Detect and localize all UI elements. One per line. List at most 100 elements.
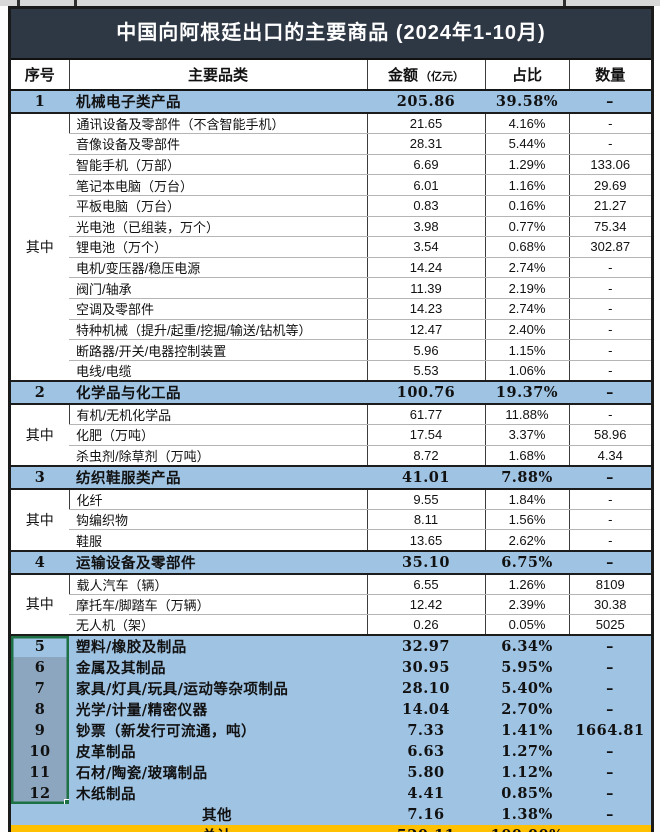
category-cell[interactable]: 鞋服 xyxy=(69,529,367,552)
amount-cell[interactable]: 14.24 xyxy=(366,257,485,279)
category-cell[interactable]: 平板电脑（万台） xyxy=(69,195,367,217)
amount-cell[interactable]: 6.55 xyxy=(366,573,485,595)
share-cell[interactable]: 5.40% xyxy=(485,678,569,700)
amount-cell[interactable]: 8.11 xyxy=(366,509,485,531)
category-cell[interactable]: 总计 xyxy=(69,825,367,832)
category-cell[interactable]: 断路器/开关/电器控制装置 xyxy=(69,339,367,361)
category-cell[interactable]: 钩编织物 xyxy=(69,509,367,531)
seq-cell[interactable]: 4 xyxy=(11,549,69,575)
quantity-cell[interactable]: 75.34 xyxy=(568,216,651,238)
amount-cell[interactable]: 0.83 xyxy=(366,195,485,217)
amount-cell[interactable]: 7.16 xyxy=(367,804,485,826)
amount-cell[interactable]: 28.31 xyxy=(366,133,485,155)
quantity-cell[interactable]: - xyxy=(568,257,651,279)
share-cell[interactable]: 2.62% xyxy=(484,529,569,552)
share-cell[interactable]: 1.56% xyxy=(484,509,569,531)
category-cell[interactable]: 通讯设备及零部件（不含智能手机） xyxy=(68,113,367,135)
quantity-cell[interactable]: 302.87 xyxy=(568,236,651,258)
seq-cell[interactable]: 3 xyxy=(11,464,69,490)
share-cell[interactable]: 2.39% xyxy=(484,594,569,616)
category-cell[interactable]: 阀门/轴承 xyxy=(69,277,367,299)
category-cell[interactable]: 家具/灯具/玩具/运动等杂项制品 xyxy=(69,678,367,700)
category-cell[interactable]: 运输设备及零部件 xyxy=(69,549,367,575)
group-label-cell[interactable]: 其中 xyxy=(11,573,69,636)
category-cell[interactable]: 其他 xyxy=(69,804,367,826)
amount-cell[interactable]: 6.63 xyxy=(367,741,485,763)
share-cell[interactable]: 1.84% xyxy=(484,488,569,510)
quantity-cell[interactable]: - xyxy=(568,488,651,510)
share-cell[interactable]: 0.16% xyxy=(484,195,569,217)
category-cell[interactable]: 载人汽车（辆） xyxy=(68,573,367,595)
category-cell[interactable]: 电线/电缆 xyxy=(69,360,367,382)
category-cell[interactable]: 机械电子类产品 xyxy=(69,89,367,114)
share-cell[interactable]: 0.77% xyxy=(484,216,569,238)
col-header-share[interactable]: 占比 xyxy=(484,60,569,91)
category-cell[interactable]: 化肥（万吨） xyxy=(69,424,367,446)
share-cell[interactable]: 5.44% xyxy=(484,133,569,155)
share-cell[interactable]: 7.88% xyxy=(485,464,569,490)
group-label-cell[interactable]: 其中 xyxy=(11,403,69,467)
col-header-seq[interactable]: 序号 xyxy=(11,60,69,91)
quantity-cell[interactable]: – xyxy=(569,825,651,832)
quantity-cell[interactable]: – xyxy=(569,783,651,805)
category-cell[interactable]: 音像设备及零部件 xyxy=(69,133,367,155)
amount-cell[interactable]: 205.86 xyxy=(367,89,485,114)
share-cell[interactable]: 2.74% xyxy=(484,257,569,279)
share-cell[interactable]: 2.74% xyxy=(484,298,569,320)
seq-cell[interactable]: 6 xyxy=(11,657,69,679)
amount-cell[interactable]: 5.80 xyxy=(367,762,485,784)
category-cell[interactable]: 皮革制品 xyxy=(69,741,367,763)
seq-cell[interactable]: 10 xyxy=(11,741,69,763)
share-cell[interactable]: 0.68% xyxy=(484,236,569,258)
quantity-cell[interactable]: 30.38 xyxy=(568,594,651,616)
quantity-cell[interactable]: - xyxy=(568,113,651,135)
amount-cell[interactable]: 30.95 xyxy=(367,657,485,679)
amount-cell[interactable]: 14.04 xyxy=(367,699,485,721)
col-header-amount[interactable]: 金额 （亿元） xyxy=(366,60,485,91)
category-cell[interactable]: 金属及其制品 xyxy=(69,657,367,679)
category-cell[interactable]: 智能手机（万部） xyxy=(69,154,367,176)
quantity-cell[interactable]: - xyxy=(568,403,651,426)
fill-handle[interactable] xyxy=(64,799,69,805)
category-cell[interactable]: 木纸制品 xyxy=(69,783,367,805)
category-cell[interactable]: 空调及零部件 xyxy=(69,298,367,320)
quantity-cell[interactable]: 8109 xyxy=(568,573,651,595)
seq-cell[interactable] xyxy=(11,804,69,826)
amount-cell[interactable]: 41.01 xyxy=(367,464,485,490)
seq-cell[interactable]: 7 xyxy=(11,678,69,700)
quantity-cell[interactable]: – xyxy=(569,678,651,700)
share-cell[interactable]: 39.58% xyxy=(485,89,569,114)
share-cell[interactable]: 6.75% xyxy=(485,549,569,575)
category-cell[interactable]: 塑料/橡胶及制品 xyxy=(69,634,367,658)
amount-cell[interactable]: 14.23 xyxy=(366,298,485,320)
share-cell[interactable]: 1.27% xyxy=(485,741,569,763)
quantity-cell[interactable]: – xyxy=(569,657,651,679)
amount-cell[interactable]: 35.10 xyxy=(367,549,485,575)
group-label-cell[interactable]: 其中 xyxy=(11,488,69,552)
quantity-cell[interactable]: - xyxy=(568,339,651,361)
amount-cell[interactable]: 61.77 xyxy=(366,403,485,426)
col-header-quantity[interactable]: 数量 xyxy=(568,60,651,91)
category-cell[interactable]: 无人机（架） xyxy=(69,614,367,636)
share-cell[interactable]: 1.41% xyxy=(485,720,569,742)
amount-cell[interactable]: 520.11 xyxy=(367,825,485,832)
seq-cell[interactable]: 2 xyxy=(11,379,69,405)
amount-cell[interactable]: 6.69 xyxy=(366,154,485,176)
amount-cell[interactable]: 21.65 xyxy=(366,113,485,135)
amount-cell[interactable]: 5.53 xyxy=(366,360,485,382)
share-cell[interactable]: 2.40% xyxy=(484,319,569,341)
amount-cell[interactable]: 7.33 xyxy=(367,720,485,742)
category-cell[interactable]: 化学品与化工品 xyxy=(69,379,367,405)
share-cell[interactable]: 19.37% xyxy=(485,379,569,405)
seq-cell[interactable]: 9 xyxy=(11,720,69,742)
seq-cell[interactable]: 11 xyxy=(11,762,69,784)
category-cell[interactable]: 电机/变压器/稳压电源 xyxy=(69,257,367,279)
amount-cell[interactable]: 32.97 xyxy=(367,634,485,658)
quantity-cell[interactable]: - xyxy=(568,529,651,552)
category-cell[interactable]: 杀虫剂/除草剂（万吨） xyxy=(69,445,367,467)
share-cell[interactable]: 2.70% xyxy=(485,699,569,721)
share-cell[interactable]: 4.16% xyxy=(484,113,569,135)
quantity-cell[interactable]: – xyxy=(569,89,651,114)
quantity-cell[interactable]: - xyxy=(568,509,651,531)
category-cell[interactable]: 光电池（已组装，万个） xyxy=(69,216,367,238)
